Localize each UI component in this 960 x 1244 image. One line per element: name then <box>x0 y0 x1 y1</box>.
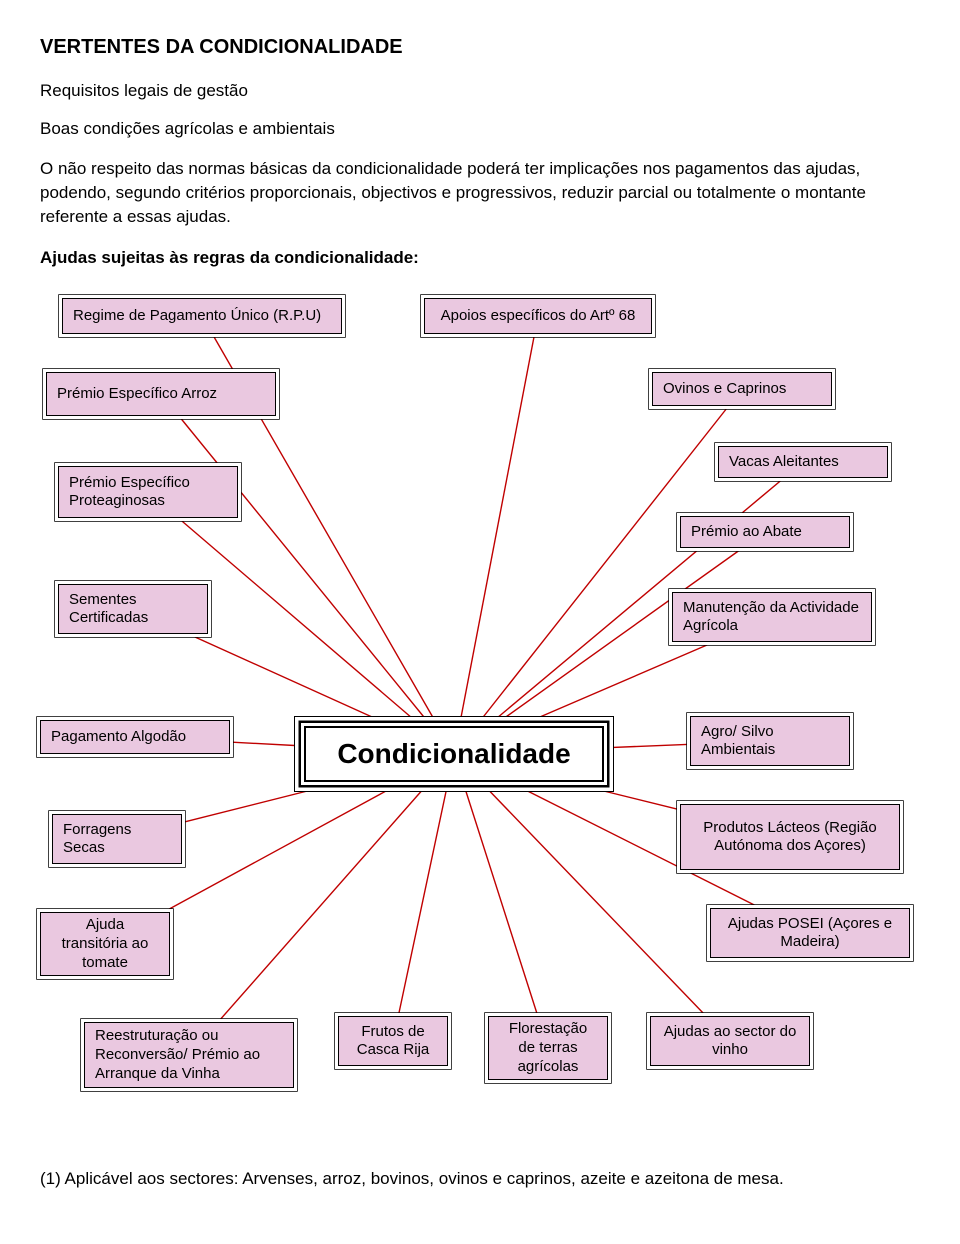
edge-vinho <box>481 782 706 1016</box>
node-tomate: Ajuda transitória ao tomate <box>40 912 170 976</box>
node-lacteos: Produtos Lácteos (Região Autónoma dos Aç… <box>680 804 900 870</box>
node-vacas: Vacas Aleitantes <box>718 446 888 478</box>
page-title: VERTENTES DA CONDICIONALIDADE <box>40 36 920 59</box>
node-posei: Ajudas POSEI (Açores e Madeira) <box>710 908 910 958</box>
diagram-container: Regime de Pagamento Único (R.P.U) Apoios … <box>40 298 920 1133</box>
edge-sementes <box>188 634 392 726</box>
node-rpu: Regime de Pagamento Único (R.P.U) <box>62 298 342 334</box>
node-agro: Agro/ Silvo Ambientais <box>690 716 850 766</box>
intro-line-1: Requisitos legais de gestão <box>40 81 920 101</box>
edge-forragens <box>182 782 343 823</box>
edge-algodao <box>230 742 304 746</box>
edge-proteag <box>178 518 421 726</box>
edge-art68 <box>459 334 534 726</box>
node-algodao: Pagamento Algodão <box>40 720 230 754</box>
node-arroz: Prémio Específico Arroz <box>46 372 276 416</box>
node-florest: Florestação de terras agrícolas <box>488 1016 608 1080</box>
center-node: Condicionalidade <box>304 726 604 782</box>
edge-arroz <box>179 416 431 726</box>
edge-agro <box>604 745 690 749</box>
intro-line-2: Boas condições agrícolas e ambientais <box>40 119 920 139</box>
edge-vinha <box>218 782 429 1022</box>
edge-florest <box>463 782 538 1016</box>
edge-ovinos <box>476 406 728 726</box>
node-manut: Manutenção da Actividade Agrícola <box>672 592 872 642</box>
edge-manut <box>519 642 714 726</box>
edge-lacteos <box>567 782 680 810</box>
edge-frutos <box>398 782 448 1016</box>
node-abate: Prémio ao Abate <box>680 516 850 548</box>
footnote: (1) Aplicável aos sectores: Arvenses, ar… <box>40 1167 900 1191</box>
subheading: Ajudas sujeitas às regras da condicional… <box>40 248 920 268</box>
node-art68: Apoios específicos do Artº 68 <box>424 298 652 334</box>
node-ovinos: Ovinos e Caprinos <box>652 372 832 406</box>
intro-paragraph: O não respeito das normas básicas da con… <box>40 157 920 228</box>
node-forragens: Forragens Secas <box>52 814 182 864</box>
node-vinha: Reestruturação ou Reconversão/ Prémio ao… <box>84 1022 294 1088</box>
node-sementes: Sementes Certificadas <box>58 584 208 634</box>
node-frutos: Frutos de Casca Rija <box>338 1016 448 1066</box>
node-vinho: Ajudas ao sector do vinho <box>650 1016 810 1066</box>
node-proteag: Prémio Específico Proteaginosas <box>58 466 238 518</box>
edge-tomate <box>164 782 403 912</box>
